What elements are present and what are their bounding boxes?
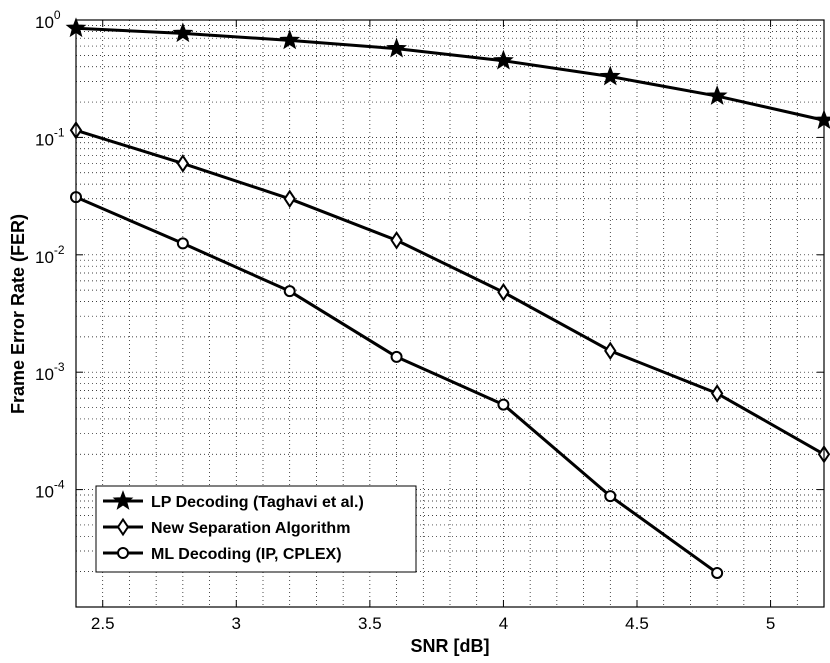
series-line bbox=[75, 128, 825, 456]
legend-item: ML Decoding (IP, CPLEX) bbox=[103, 546, 342, 563]
ticks: 2.5 3 3.5 4 4.5 5 100 10-1 10-2 10-3 10-4 bbox=[35, 8, 824, 633]
legend-label: ML Decoding (IP, CPLEX) bbox=[151, 546, 342, 563]
legend-marker-star bbox=[112, 490, 134, 510]
data-point-star bbox=[599, 65, 621, 86]
x-axis-title: SNR [dB] bbox=[411, 636, 490, 656]
data-point-diamond bbox=[390, 230, 403, 250]
x-tick-label: 4 bbox=[499, 614, 508, 633]
legend-box bbox=[95, 485, 417, 573]
y-tick-label: 10-3 bbox=[35, 360, 65, 384]
data-point-star bbox=[493, 49, 514, 70]
x-tick-label: 3.5 bbox=[358, 614, 382, 633]
data-point-star bbox=[279, 29, 301, 50]
series-circle bbox=[70, 191, 724, 579]
data-point-star bbox=[386, 37, 407, 58]
data-point-diamond bbox=[604, 341, 617, 361]
y-tick-label: 10-1 bbox=[35, 125, 65, 149]
x-tick-label: 4.5 bbox=[625, 614, 649, 633]
data-point-diamond bbox=[176, 154, 190, 173]
legend-label: New Separation Algorithm bbox=[151, 520, 350, 537]
x-tick-label: 2.5 bbox=[91, 614, 115, 633]
data-point-diamond bbox=[497, 282, 510, 302]
data-point-circle bbox=[390, 350, 403, 363]
data-point-diamond bbox=[283, 189, 296, 209]
data-point-circle bbox=[283, 285, 296, 298]
data-point-star bbox=[706, 85, 728, 105]
data-point-circle bbox=[176, 237, 189, 250]
series-star bbox=[65, 17, 830, 130]
y-tick-label: 10-2 bbox=[35, 243, 65, 267]
legend: LP Decoding (Taghavi et al.) New Separati… bbox=[95, 485, 417, 573]
data-point-diamond bbox=[710, 384, 724, 403]
legend-marker-diamond bbox=[116, 517, 130, 537]
y-tick-label: 100 bbox=[35, 8, 61, 32]
y-axis-title: Frame Error Rate (FER) bbox=[8, 214, 28, 414]
y-tick-label: 10-4 bbox=[35, 478, 65, 502]
x-tick-label: 5 bbox=[766, 614, 775, 633]
data-point-circle bbox=[604, 490, 617, 503]
series-layer bbox=[65, 17, 830, 579]
data-point-star bbox=[172, 22, 194, 43]
legend-item: New Separation Algorithm bbox=[103, 517, 350, 537]
x-tick-label: 3 bbox=[232, 614, 241, 633]
legend-item: LP Decoding (Taghavi et al.) bbox=[103, 490, 364, 511]
plot-frame bbox=[75, 19, 825, 608]
legend-label: LP Decoding (Taghavi et al.) bbox=[151, 494, 364, 511]
data-point-circle bbox=[497, 398, 510, 411]
data-point-circle bbox=[711, 566, 724, 579]
series-diamond bbox=[69, 120, 830, 464]
series-line bbox=[75, 26, 825, 122]
legend-marker-circle bbox=[117, 547, 129, 559]
